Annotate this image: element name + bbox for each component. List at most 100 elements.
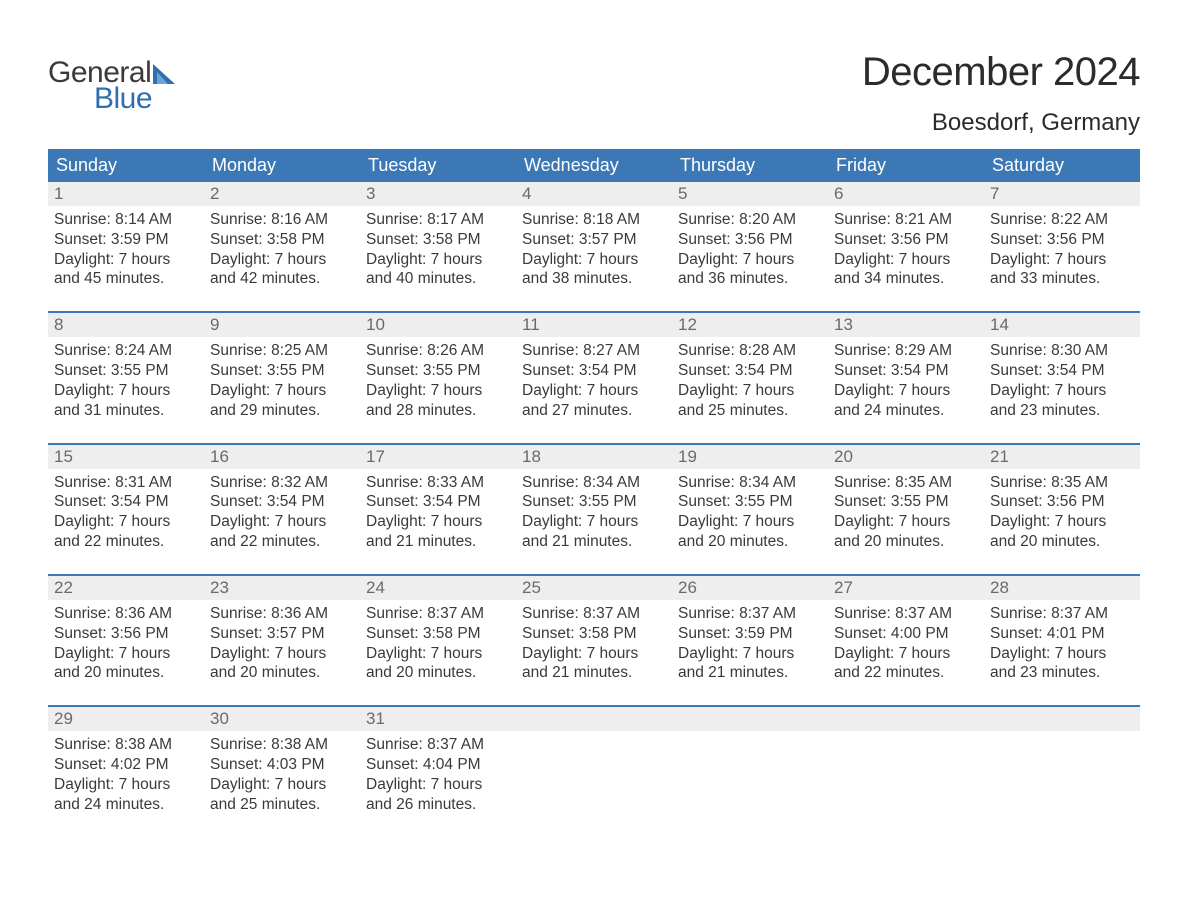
day-body: Sunrise: 8:29 AMSunset: 3:54 PMDaylight:… bbox=[828, 337, 984, 426]
dow-sunday: Sunday bbox=[48, 149, 204, 182]
day-number: 5 bbox=[678, 184, 687, 203]
day-cell: 23Sunrise: 8:36 AMSunset: 3:57 PMDayligh… bbox=[204, 576, 360, 689]
dow-saturday: Saturday bbox=[984, 149, 1140, 182]
day-number bbox=[522, 709, 527, 728]
day-number: 6 bbox=[834, 184, 843, 203]
day-cell: 13 Sunrise: 8:29 AMSunset: 3:54 PMDayligh… bbox=[828, 313, 984, 426]
day-body: Sunrise: 8:35 AMSunset: 3:55 PMDaylight:… bbox=[828, 469, 984, 558]
day-cell bbox=[672, 707, 828, 820]
sunrise-line: Sunrise: 8:18 AM bbox=[522, 210, 666, 230]
day-body: Sunrise: 8:17 AMSunset: 3:58 PMDaylight:… bbox=[360, 206, 516, 295]
day-number: 3 bbox=[366, 184, 375, 203]
day-cell: 7Sunrise: 8:22 AMSunset: 3:56 PMDaylight… bbox=[984, 182, 1140, 295]
day-cell: 6 Sunrise: 8:21 AMSunset: 3:56 PMDaylight… bbox=[828, 182, 984, 295]
sunset-line: Sunset: 3:55 PM bbox=[522, 492, 666, 512]
sunrise-line: Sunrise: 8:24 AM bbox=[54, 341, 198, 361]
sunrise-line: Sunrise: 8:33 AM bbox=[366, 473, 510, 493]
sunset-line: Sunset: 3:54 PM bbox=[522, 361, 666, 381]
day-number-row: 5 bbox=[672, 182, 828, 206]
daylight-line: Daylight: 7 hours and 26 minutes. bbox=[366, 775, 510, 815]
day-number-row: 11 bbox=[516, 313, 672, 337]
day-body: Sunrise: 8:22 AMSunset: 3:56 PMDaylight:… bbox=[984, 206, 1140, 295]
day-number-row: 14 bbox=[984, 313, 1140, 337]
day-number-row: 25 bbox=[516, 576, 672, 600]
day-number-row: 18 bbox=[516, 445, 672, 469]
day-number-row: 23 bbox=[204, 576, 360, 600]
day-cell: 17Sunrise: 8:33 AMSunset: 3:54 PMDayligh… bbox=[360, 445, 516, 558]
day-number: 25 bbox=[522, 578, 541, 597]
calendar-page: General Blue December 2024 Boesdorf, Ger… bbox=[0, 0, 1188, 851]
dow-tuesday: Tuesday bbox=[360, 149, 516, 182]
location: Boesdorf, Germany bbox=[862, 109, 1140, 137]
dow-monday: Monday bbox=[204, 149, 360, 182]
daylight-line: Daylight: 7 hours and 20 minutes. bbox=[834, 512, 978, 552]
sunrise-line: Sunrise: 8:37 AM bbox=[990, 604, 1134, 624]
weeks-container: 1Sunrise: 8:14 AMSunset: 3:59 PMDaylight… bbox=[48, 182, 1140, 821]
daylight-line: Daylight: 7 hours and 25 minutes. bbox=[210, 775, 354, 815]
day-number: 19 bbox=[678, 447, 697, 466]
day-number-row: 22 bbox=[48, 576, 204, 600]
day-number-row: 12 bbox=[672, 313, 828, 337]
day-number-row: 20 bbox=[828, 445, 984, 469]
day-number-row: 10 bbox=[360, 313, 516, 337]
daylight-line: Daylight: 7 hours and 21 minutes. bbox=[366, 512, 510, 552]
day-number-row bbox=[984, 707, 1140, 731]
sunset-line: Sunset: 3:58 PM bbox=[366, 624, 510, 644]
day-body bbox=[984, 731, 1140, 809]
day-body: Sunrise: 8:21 AMSunset: 3:56 PMDaylight:… bbox=[828, 206, 984, 295]
day-number: 4 bbox=[522, 184, 531, 203]
sunset-line: Sunset: 4:00 PM bbox=[834, 624, 978, 644]
day-body bbox=[516, 731, 672, 809]
day-number-row: 3 bbox=[360, 182, 516, 206]
sunset-line: Sunset: 3:54 PM bbox=[210, 492, 354, 512]
day-number: 15 bbox=[54, 447, 73, 466]
daylight-line: Daylight: 7 hours and 29 minutes. bbox=[210, 381, 354, 421]
sunset-line: Sunset: 3:55 PM bbox=[210, 361, 354, 381]
sunrise-line: Sunrise: 8:22 AM bbox=[990, 210, 1134, 230]
sunrise-line: Sunrise: 8:29 AM bbox=[834, 341, 978, 361]
daylight-line: Daylight: 7 hours and 36 minutes. bbox=[678, 250, 822, 290]
daylight-line: Daylight: 7 hours and 23 minutes. bbox=[990, 381, 1134, 421]
day-number bbox=[990, 709, 995, 728]
day-cell bbox=[828, 707, 984, 820]
day-number: 12 bbox=[678, 315, 697, 334]
day-body: Sunrise: 8:33 AMSunset: 3:54 PMDaylight:… bbox=[360, 469, 516, 558]
day-body: Sunrise: 8:36 AMSunset: 3:56 PMDaylight:… bbox=[48, 600, 204, 689]
sunset-line: Sunset: 3:54 PM bbox=[366, 492, 510, 512]
daylight-line: Daylight: 7 hours and 20 minutes. bbox=[990, 512, 1134, 552]
sunset-line: Sunset: 3:58 PM bbox=[522, 624, 666, 644]
sunset-line: Sunset: 3:55 PM bbox=[834, 492, 978, 512]
calendar: Sunday Monday Tuesday Wednesday Thursday… bbox=[48, 149, 1140, 821]
day-cell: 4Sunrise: 8:18 AMSunset: 3:57 PMDaylight… bbox=[516, 182, 672, 295]
day-body: Sunrise: 8:38 AMSunset: 4:03 PMDaylight:… bbox=[204, 731, 360, 820]
day-number-row bbox=[828, 707, 984, 731]
daylight-line: Daylight: 7 hours and 40 minutes. bbox=[366, 250, 510, 290]
day-cell: 3 Sunrise: 8:17 AMSunset: 3:58 PMDaylight… bbox=[360, 182, 516, 295]
day-cell: 29Sunrise: 8:38 AMSunset: 4:02 PMDayligh… bbox=[48, 707, 204, 820]
sunrise-line: Sunrise: 8:21 AM bbox=[834, 210, 978, 230]
day-number-row: 17 bbox=[360, 445, 516, 469]
sunrise-line: Sunrise: 8:37 AM bbox=[366, 604, 510, 624]
sunrise-line: Sunrise: 8:38 AM bbox=[210, 735, 354, 755]
sunrise-line: Sunrise: 8:17 AM bbox=[366, 210, 510, 230]
sunset-line: Sunset: 3:56 PM bbox=[990, 492, 1134, 512]
sunset-line: Sunset: 3:59 PM bbox=[678, 624, 822, 644]
day-cell: 30 Sunrise: 8:38 AMSunset: 4:03 PMDayligh… bbox=[204, 707, 360, 820]
day-number-row: 9 bbox=[204, 313, 360, 337]
daylight-line: Daylight: 7 hours and 34 minutes. bbox=[834, 250, 978, 290]
sunset-line: Sunset: 3:56 PM bbox=[54, 624, 198, 644]
day-number: 30 bbox=[210, 709, 229, 728]
day-number: 13 bbox=[834, 315, 853, 334]
dow-thursday: Thursday bbox=[672, 149, 828, 182]
sunset-line: Sunset: 4:01 PM bbox=[990, 624, 1134, 644]
daylight-line: Daylight: 7 hours and 21 minutes. bbox=[522, 644, 666, 684]
day-number-row: 16 bbox=[204, 445, 360, 469]
day-cell: 26Sunrise: 8:37 AMSunset: 3:59 PMDayligh… bbox=[672, 576, 828, 689]
sunset-line: Sunset: 3:56 PM bbox=[678, 230, 822, 250]
day-cell: 22Sunrise: 8:36 AMSunset: 3:56 PMDayligh… bbox=[48, 576, 204, 689]
sunrise-line: Sunrise: 8:25 AM bbox=[210, 341, 354, 361]
day-body: Sunrise: 8:30 AMSunset: 3:54 PMDaylight:… bbox=[984, 337, 1140, 426]
day-number-row: 28 bbox=[984, 576, 1140, 600]
day-body: Sunrise: 8:37 AMSunset: 3:58 PMDaylight:… bbox=[360, 600, 516, 689]
day-number: 14 bbox=[990, 315, 1009, 334]
